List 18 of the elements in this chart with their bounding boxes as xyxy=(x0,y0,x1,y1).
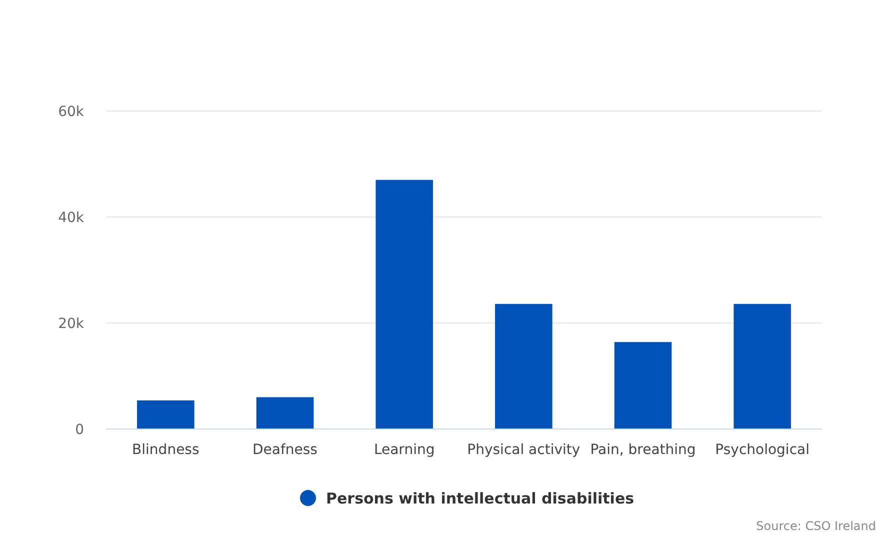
x-tick-label: Learning xyxy=(374,442,435,458)
bar xyxy=(137,400,194,429)
bar xyxy=(734,304,791,429)
source-note: Source: CSO Ireland xyxy=(756,519,876,533)
x-tick-label: Physical activity xyxy=(467,442,580,458)
bar xyxy=(614,342,672,429)
y-tick-label: 40k xyxy=(58,210,85,226)
bar xyxy=(256,397,314,429)
x-tick-label: Psychological xyxy=(715,442,810,458)
x-tick-label: Blindness xyxy=(132,442,200,458)
x-tick-label: Deafness xyxy=(252,442,318,458)
y-tick-label: 0 xyxy=(75,422,84,438)
bar xyxy=(495,304,552,429)
y-tick-label: 60k xyxy=(58,104,85,120)
y-tick-label: 20k xyxy=(58,316,85,332)
x-tick-label: Pain, breathing xyxy=(590,442,696,458)
bar xyxy=(376,180,433,429)
legend-label: Persons with intellectual disabilities xyxy=(326,489,634,508)
